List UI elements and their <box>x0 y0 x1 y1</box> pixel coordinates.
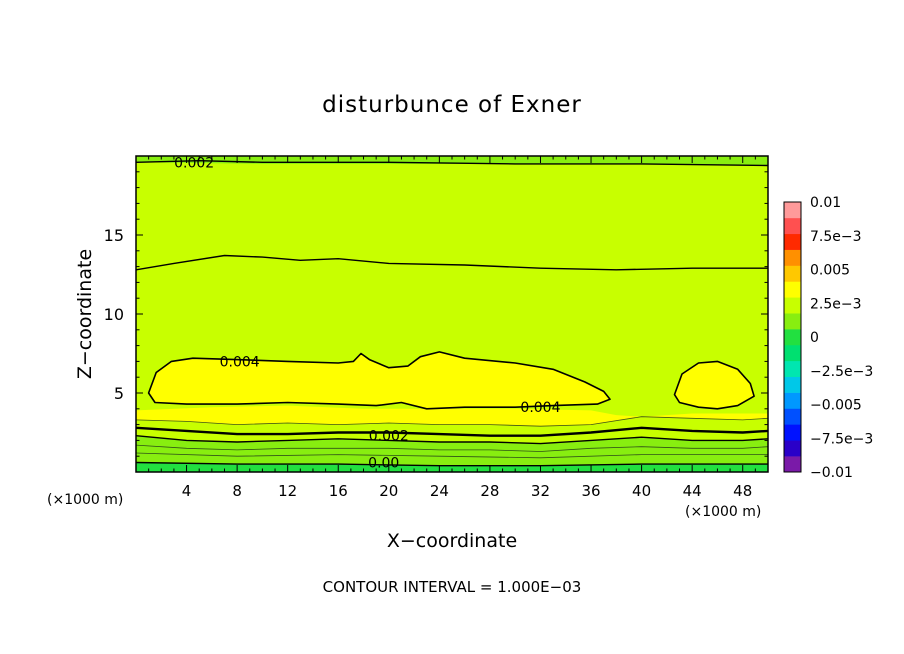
contour-line-bold-0 <box>136 426 768 437</box>
colorbar-cell <box>784 281 801 298</box>
colorbar-label: −0.005 <box>810 398 862 414</box>
x-tick-label: 40 <box>632 482 651 500</box>
colorbar-cell <box>784 360 801 378</box>
colorbar-labels: 0.01 7.5e−3 0.005 2.5e−3 0 −2.5e−3 −0.005 −7.5e… <box>810 195 873 481</box>
y-axis-label: Z−coordinate <box>74 249 96 379</box>
contour-line-2 <box>136 435 768 445</box>
x-unit-left: (×1000 m) <box>47 492 123 508</box>
colorbar: 0.01 7.5e−3 0.005 2.5e−3 0 −2.5e−3 −0.005 −7.5e… <box>783 195 873 481</box>
colorbar-cell <box>784 249 801 266</box>
contour-labels: 0.002 0.004 0.004 0.002 0.00 <box>174 155 561 471</box>
colorbar-cell <box>784 297 801 314</box>
colorbar-cell <box>784 233 801 250</box>
y-tick-label: 5 <box>114 384 124 403</box>
x-tick-label: 4 <box>182 482 192 500</box>
colorbar-cell <box>784 265 801 282</box>
colorbar-label: 7.5e−3 <box>810 229 862 245</box>
y-tick-labels: 5 10 15 <box>104 226 124 403</box>
colorbar-cell <box>784 329 801 346</box>
contour-label-2: 0.004 <box>520 400 560 416</box>
contour-label-4: 0.00 <box>368 456 399 472</box>
x-tick-label: 28 <box>480 482 499 500</box>
colorbar-label: 0.01 <box>810 195 841 211</box>
x-tick-label: 24 <box>430 482 449 500</box>
colorbar-cell <box>784 344 801 362</box>
colorbar-label: −7.5e−3 <box>810 431 873 447</box>
contour-region-1 <box>673 360 755 410</box>
contour-line-thin-0 <box>136 416 768 427</box>
chart-title: disturbunce of Exner <box>322 92 582 118</box>
x-unit-right: (×1000 m) <box>685 504 761 520</box>
colorbar-cell <box>784 217 801 235</box>
contour-line-1 <box>136 254 768 271</box>
x-tick-label: 12 <box>278 482 297 500</box>
colorbar-cell <box>784 392 801 409</box>
x-tick-label: 36 <box>581 482 600 500</box>
colorbar-cell <box>784 408 801 425</box>
axis-ticks <box>136 156 768 472</box>
contour-label-3: 0.002 <box>369 429 409 445</box>
x-tick-label: 8 <box>232 482 242 500</box>
x-tick-label: 44 <box>683 482 702 500</box>
colorbar-cell <box>784 456 801 473</box>
colorbar-label: −0.01 <box>810 465 853 481</box>
colorbar-cell <box>784 424 801 441</box>
contour-label-0: 0.002 <box>174 155 214 171</box>
contour-region-0 <box>147 351 611 410</box>
colorbar-label: 0.005 <box>810 263 850 279</box>
plot-area: 0.002 0.004 0.004 0.002 0.00 <box>135 155 769 473</box>
contour-label-1: 0.004 <box>220 354 260 370</box>
colorbar-cell <box>784 440 801 457</box>
colorbar-cell <box>784 202 801 219</box>
contour-line-thin-1 <box>136 444 768 452</box>
y-tick-label: 15 <box>104 226 124 245</box>
footer-contour-interval: CONTOUR INTERVAL = 1.000E−03 <box>323 578 582 596</box>
colorbar-label: 2.5e−3 <box>810 296 862 312</box>
colorbar-frame <box>783 201 802 473</box>
x-tick-label: 48 <box>733 482 752 500</box>
colorbar-label: 0 <box>810 330 819 346</box>
contour-line-thin-2 <box>136 452 768 459</box>
x-tick-label: 32 <box>531 482 550 500</box>
colorbar-cells <box>784 202 801 473</box>
colorbar-cell <box>784 313 801 330</box>
x-tick-label: 16 <box>329 482 348 500</box>
x-axis-label: X−coordinate <box>387 530 517 552</box>
colorbar-cell <box>784 376 801 393</box>
y-tick-label: 10 <box>104 305 124 324</box>
x-tick-label: 20 <box>379 482 398 500</box>
x-tick-labels: 4 8 12 16 20 24 28 32 36 40 44 48 <box>182 482 752 500</box>
colorbar-label: −2.5e−3 <box>810 364 873 380</box>
